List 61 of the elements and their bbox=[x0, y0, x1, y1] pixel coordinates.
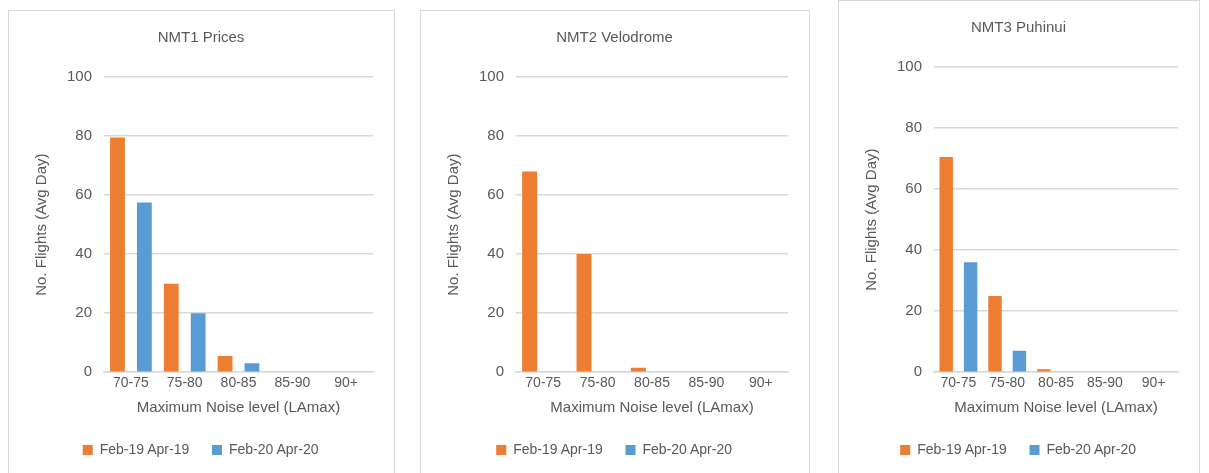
x-axis-title: Maximum Noise level (LAmax) bbox=[550, 398, 754, 416]
y-tick-label: 0 bbox=[495, 362, 505, 380]
x-tick-label: 80-85 bbox=[220, 374, 257, 391]
bar bbox=[1012, 350, 1027, 372]
x-tick-label: 85-90 bbox=[688, 374, 725, 391]
y-axis-title: No. Flights (Avg Day) bbox=[32, 153, 50, 296]
y-tick-label: 0 bbox=[83, 362, 93, 380]
x-tick-label: 70-75 bbox=[940, 374, 977, 391]
bar bbox=[522, 171, 538, 372]
x-tick-label: 70-75 bbox=[525, 374, 562, 391]
y-tick-label: 80 bbox=[487, 126, 505, 144]
legend-label: Feb-19 Apr-19 bbox=[99, 440, 190, 457]
bar bbox=[136, 202, 152, 372]
y-tick-label: 60 bbox=[487, 185, 505, 203]
bar bbox=[244, 363, 260, 372]
bar bbox=[217, 355, 233, 372]
bar bbox=[190, 313, 206, 372]
y-tick-label: 60 bbox=[905, 179, 923, 197]
x-tick-label: 85-90 bbox=[1086, 374, 1123, 391]
x-tick-label: 80-85 bbox=[1038, 374, 1075, 391]
x-axis-title: Maximum Noise level (LAmax) bbox=[954, 398, 1158, 416]
x-tick-label: 75-80 bbox=[166, 374, 203, 391]
bar bbox=[163, 283, 179, 372]
y-tick-label: 60 bbox=[75, 185, 93, 203]
legend-label: Feb-19 Apr-19 bbox=[513, 440, 603, 457]
x-axis-title: Maximum Noise level (LAmax) bbox=[136, 398, 341, 416]
x-tick-label: 85-90 bbox=[274, 374, 311, 391]
y-axis-title: No. Flights (Avg Day) bbox=[862, 148, 880, 291]
bar bbox=[988, 295, 1002, 372]
legend-label: Feb-20 Apr-20 bbox=[1046, 440, 1137, 457]
x-tick-label: 75-80 bbox=[989, 374, 1026, 391]
x-tick-label: 70-75 bbox=[113, 374, 150, 391]
x-tick-label: 90+ bbox=[1141, 374, 1166, 391]
y-tick-label: 20 bbox=[905, 301, 923, 319]
y-tick-label: 40 bbox=[487, 244, 505, 262]
x-tick-label: 80-85 bbox=[634, 374, 671, 391]
y-tick-label: 80 bbox=[905, 118, 923, 136]
chart-title: NMT2 Velodrome bbox=[556, 28, 673, 46]
bar bbox=[939, 157, 953, 372]
bar bbox=[110, 137, 125, 372]
y-tick-label: 40 bbox=[905, 240, 923, 258]
y-tick-label: 100 bbox=[479, 67, 505, 85]
x-tick-label: 90+ bbox=[748, 374, 773, 391]
chart-title: NMT1 Prices bbox=[157, 28, 245, 46]
y-tick-label: 100 bbox=[897, 57, 923, 75]
bar bbox=[576, 254, 592, 372]
y-tick-label: 80 bbox=[75, 126, 93, 144]
y-tick-label: 40 bbox=[75, 244, 93, 262]
y-tick-label: 20 bbox=[75, 303, 93, 321]
legend-label: Feb-19 Apr-19 bbox=[917, 440, 1007, 457]
chart-title: NMT3 Puhinui bbox=[970, 18, 1067, 36]
x-tick-label: 75-80 bbox=[579, 374, 616, 391]
y-tick-label: 20 bbox=[487, 303, 505, 321]
y-tick-label: 100 bbox=[67, 67, 93, 85]
legend-label: Feb-20 Apr-20 bbox=[229, 440, 319, 457]
y-axis-title: No. Flights (Avg Day) bbox=[444, 153, 462, 296]
y-tick-label: 0 bbox=[913, 362, 923, 380]
legend-label: Feb-20 Apr-20 bbox=[642, 440, 733, 457]
x-tick-label: 90+ bbox=[334, 374, 358, 391]
bar bbox=[963, 262, 978, 372]
bar bbox=[1037, 369, 1051, 372]
